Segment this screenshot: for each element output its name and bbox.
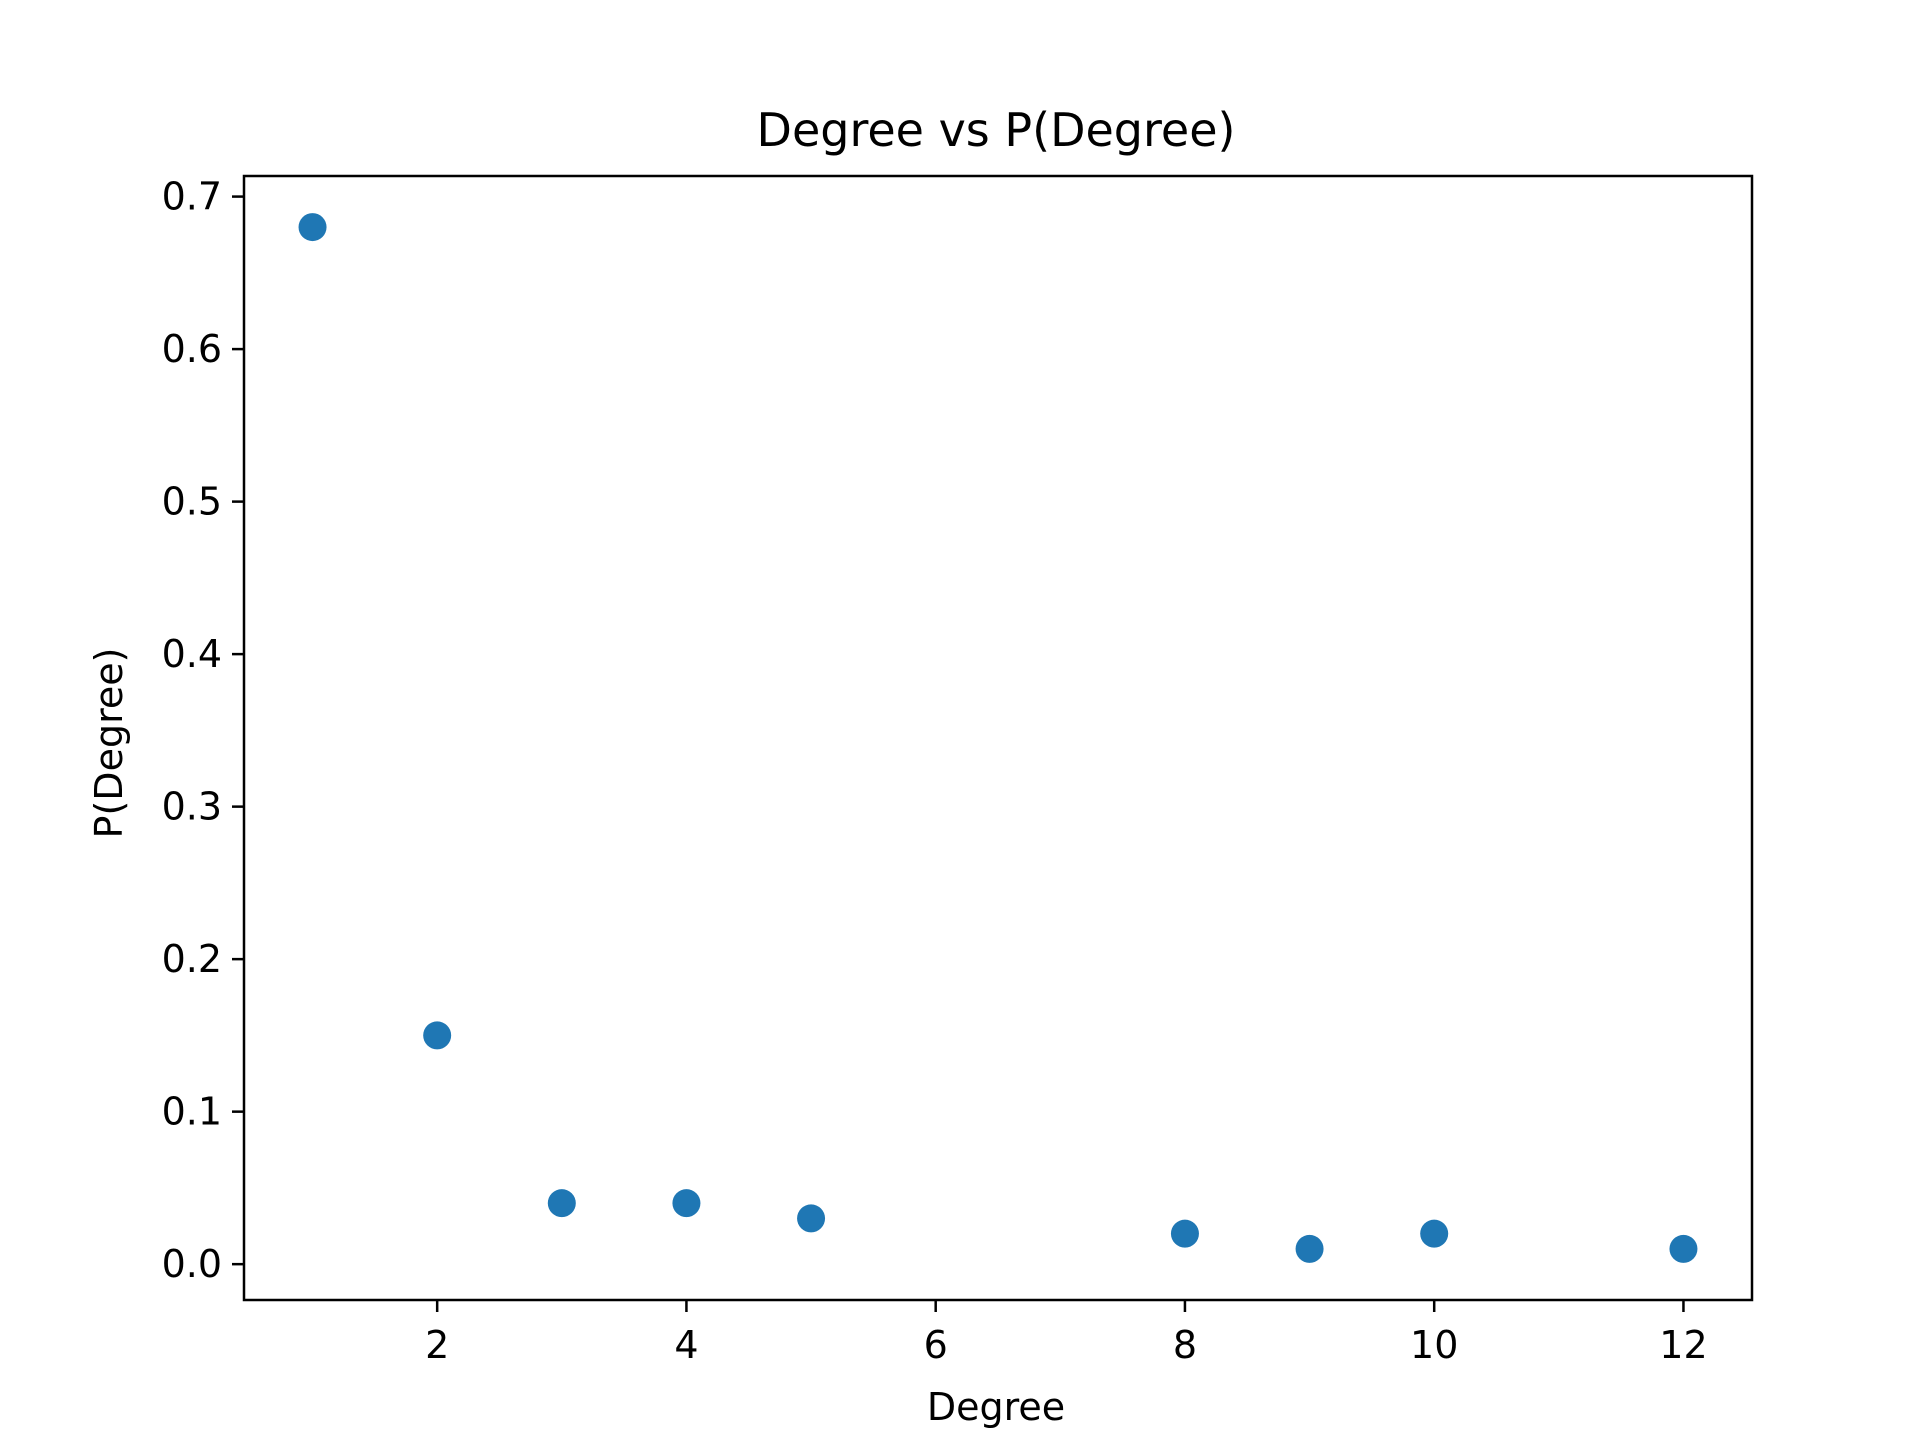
x-axis-ticks: 2 4 6 8 10 12	[425, 1300, 1708, 1367]
y-tick-label: 0.4	[162, 632, 222, 676]
y-tick-label: 0.1	[162, 1090, 222, 1134]
x-tick-label: 2	[425, 1323, 449, 1367]
y-tick-label: 0.3	[162, 785, 222, 829]
data-point	[797, 1204, 826, 1233]
y-tick-label: 0.6	[162, 327, 222, 371]
data-point	[672, 1189, 701, 1218]
chart-title: Degree vs P(Degree)	[757, 103, 1236, 157]
data-point	[298, 213, 327, 242]
x-tick-label: 8	[1173, 1323, 1197, 1367]
y-tick-label: 0.5	[162, 480, 222, 524]
x-tick-label: 4	[674, 1323, 698, 1367]
data-points	[298, 213, 1698, 1263]
x-tick-label: 6	[924, 1323, 948, 1367]
y-axis-ticks: 0.0 0.1 0.2 0.3 0.4 0.5 0.6 0.7	[162, 175, 244, 1286]
x-axis-label: Degree	[927, 1385, 1065, 1429]
y-tick-label: 0.2	[162, 937, 222, 981]
data-point	[423, 1021, 452, 1050]
data-point	[1420, 1219, 1449, 1248]
y-tick-label: 0.0	[162, 1242, 222, 1286]
data-point	[1295, 1234, 1324, 1263]
y-tick-label: 0.7	[162, 175, 222, 219]
y-axis-label: P(Degree)	[87, 648, 131, 839]
data-point	[1669, 1234, 1698, 1263]
data-point	[547, 1189, 576, 1218]
plot-frame	[242, 174, 1754, 1302]
x-tick-label: 10	[1410, 1323, 1458, 1367]
data-point	[1170, 1219, 1199, 1248]
x-tick-label: 12	[1659, 1323, 1707, 1367]
